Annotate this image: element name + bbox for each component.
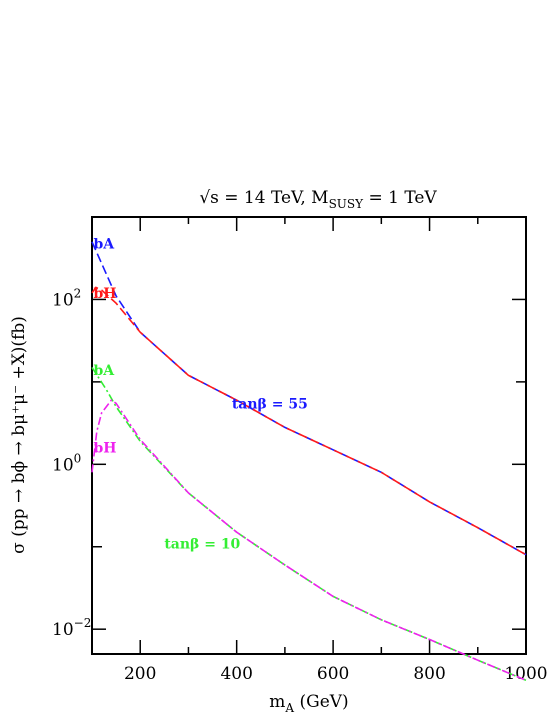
axis-ticks bbox=[92, 217, 527, 654]
series-line-0 bbox=[91, 241, 527, 556]
axis-tick-labels: 200 400 600 800 1000 10−2 100 102 bbox=[52, 286, 548, 684]
curve-annotation: bH bbox=[93, 440, 116, 456]
curve-annotation: tanβ = 10 bbox=[164, 536, 240, 552]
y-tick-label: 100 bbox=[52, 451, 81, 475]
y-tick-label: 10−2 bbox=[52, 616, 91, 640]
curves bbox=[91, 241, 527, 682]
x-tick-label: 1000 bbox=[504, 664, 547, 684]
x-axis-title: mA (GeV) bbox=[269, 692, 348, 715]
curve-annotation: bH bbox=[93, 286, 116, 302]
x-tick-label: 600 bbox=[317, 664, 349, 684]
series-line-1 bbox=[91, 286, 527, 556]
x-tick-label: 200 bbox=[124, 664, 156, 684]
plot-frame bbox=[91, 216, 527, 655]
y-axis-title: σ (pp → bϕ → bμ⁺μ⁻ +X)(fb) bbox=[9, 316, 29, 554]
x-tick-label: 400 bbox=[220, 664, 252, 684]
y-tick-label: 102 bbox=[52, 286, 81, 310]
curve-annotations: bA bH tanβ = 55 bA bH tanβ = 10 bbox=[93, 236, 307, 552]
x-tick-label: 800 bbox=[413, 664, 445, 684]
curve-annotation: tanβ = 55 bbox=[232, 396, 308, 412]
curve-annotation: bA bbox=[93, 363, 115, 379]
chart-title: √s = 14 TeV, MSUSY = 1 TeV bbox=[199, 188, 437, 211]
curve-annotation: bA bbox=[93, 236, 115, 252]
series-line-3 bbox=[91, 399, 527, 682]
series-line-2 bbox=[91, 366, 527, 682]
